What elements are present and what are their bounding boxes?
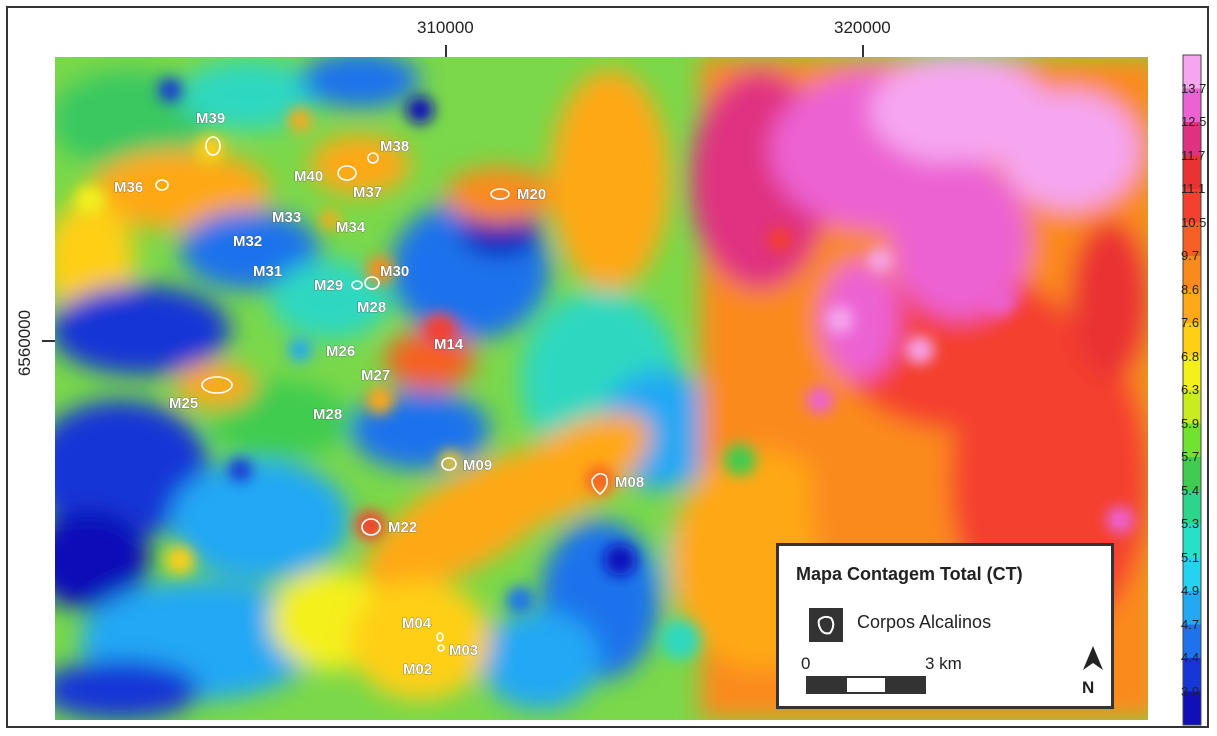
colorbar-swatch [1183, 390, 1201, 424]
body-label: M20 [517, 186, 546, 203]
colorbar-label: 5.7 [1181, 449, 1200, 464]
colorbar-label: 9.7 [1181, 248, 1200, 263]
body-label: M34 [336, 219, 366, 236]
body-label: M03 [449, 642, 478, 659]
body-label: M30 [380, 263, 409, 280]
body-label: M27 [361, 367, 390, 384]
body-label: M28 [357, 299, 386, 316]
alkaline-body-icon [809, 608, 843, 642]
body-label: M02 [403, 661, 432, 678]
colorbar-label: 3.9 [1181, 683, 1200, 699]
colorbar-swatch [1183, 658, 1201, 692]
scale-end-label: 3 km [925, 654, 962, 673]
colorbar-label: 8.6 [1181, 281, 1200, 297]
body-label: M40 [294, 168, 323, 185]
colorbar-swatch [1183, 557, 1201, 592]
radiometric-map [55, 57, 1148, 720]
colorbar-label: 12.5 [1181, 114, 1207, 129]
body-label: M29 [314, 277, 343, 294]
colorbar-swatch [1183, 189, 1201, 223]
colorbar-swatch [1183, 457, 1201, 491]
body-label: M39 [196, 110, 225, 127]
colorbar-label: 6.3 [1181, 382, 1200, 397]
axis-ticks [42, 45, 864, 342]
body-label: M32 [233, 233, 262, 250]
body-label: M22 [388, 519, 417, 536]
body-label: M26 [326, 343, 355, 360]
colorbar-label: 11.7 [1181, 147, 1206, 163]
body-label: M38 [380, 138, 409, 155]
scale-bar [806, 676, 926, 694]
scale-start-label: 0 [801, 654, 811, 673]
colorbar-label: 4.4 [1181, 650, 1200, 665]
body-label: M09 [463, 457, 492, 474]
body-label: M25 [169, 395, 198, 412]
north-arrow-icon [1083, 646, 1103, 670]
colorbar-label: 7.6 [1181, 315, 1200, 330]
colorbar-label: 6.8 [1181, 348, 1200, 364]
colorbar [1182, 54, 1202, 726]
colorbar-swatch [1183, 256, 1201, 290]
x-tick-label: 310000 [417, 18, 474, 37]
colorbar-label: 13.7 [1181, 80, 1207, 96]
colorbar-label: 5.3 [1181, 516, 1200, 531]
y-tick-label: 6560000 [15, 309, 34, 377]
colorbar-swatch [1183, 323, 1201, 357]
colorbar-swatch [1183, 155, 1201, 190]
colorbar-swatch [1183, 691, 1201, 726]
colorbar-swatch [1183, 624, 1201, 659]
colorbar-swatch [1183, 524, 1201, 558]
colorbar-swatch [1183, 122, 1201, 156]
legend-symbol-label: Corpos Alcalinos [857, 612, 992, 632]
colorbar-label: 5.9 [1181, 415, 1200, 431]
body-label: M04 [402, 615, 432, 632]
body-label: M28 [313, 406, 342, 423]
body-label: M37 [353, 184, 382, 201]
colorbar-swatch [1183, 88, 1201, 123]
body-labels: M39 M36 M40 M38 M37 M20 M33 M34 M32 M31 … [114, 110, 645, 679]
colorbar-label: 5.1 [1181, 549, 1200, 565]
colorbar-swatch [1183, 222, 1201, 257]
colorbar-border [1182, 54, 1202, 726]
colorbar-label: 4.7 [1181, 616, 1200, 632]
colorbar-swatch [1183, 591, 1201, 625]
colorbar-swatch [1183, 356, 1201, 391]
north-label: N [1082, 678, 1095, 697]
alkaline-bodies [155, 136, 608, 652]
colorbar-label: 5.4 [1181, 482, 1200, 498]
body-label: M33 [272, 209, 301, 226]
colorbar-swatch [1183, 423, 1201, 458]
map-title: Mapa Contagem Total (CT) [796, 564, 1023, 584]
body-label: M36 [114, 179, 143, 196]
body-label: M31 [253, 263, 282, 280]
map-legend: Mapa Contagem Total (CT) Corpos Alcalino… [776, 543, 1114, 709]
colorbar-label: 4.9 [1181, 583, 1200, 598]
colorbar-swatch [1183, 55, 1201, 89]
colorbar-swatch [1183, 289, 1201, 324]
colorbar-label: 11.1 [1181, 181, 1206, 196]
x-tick-label: 320000 [834, 18, 891, 37]
colorbar-swatch [1183, 490, 1201, 525]
body-label: M14 [434, 336, 464, 353]
body-label: M08 [615, 474, 644, 491]
colorbar-label: 10.5 [1181, 214, 1207, 230]
